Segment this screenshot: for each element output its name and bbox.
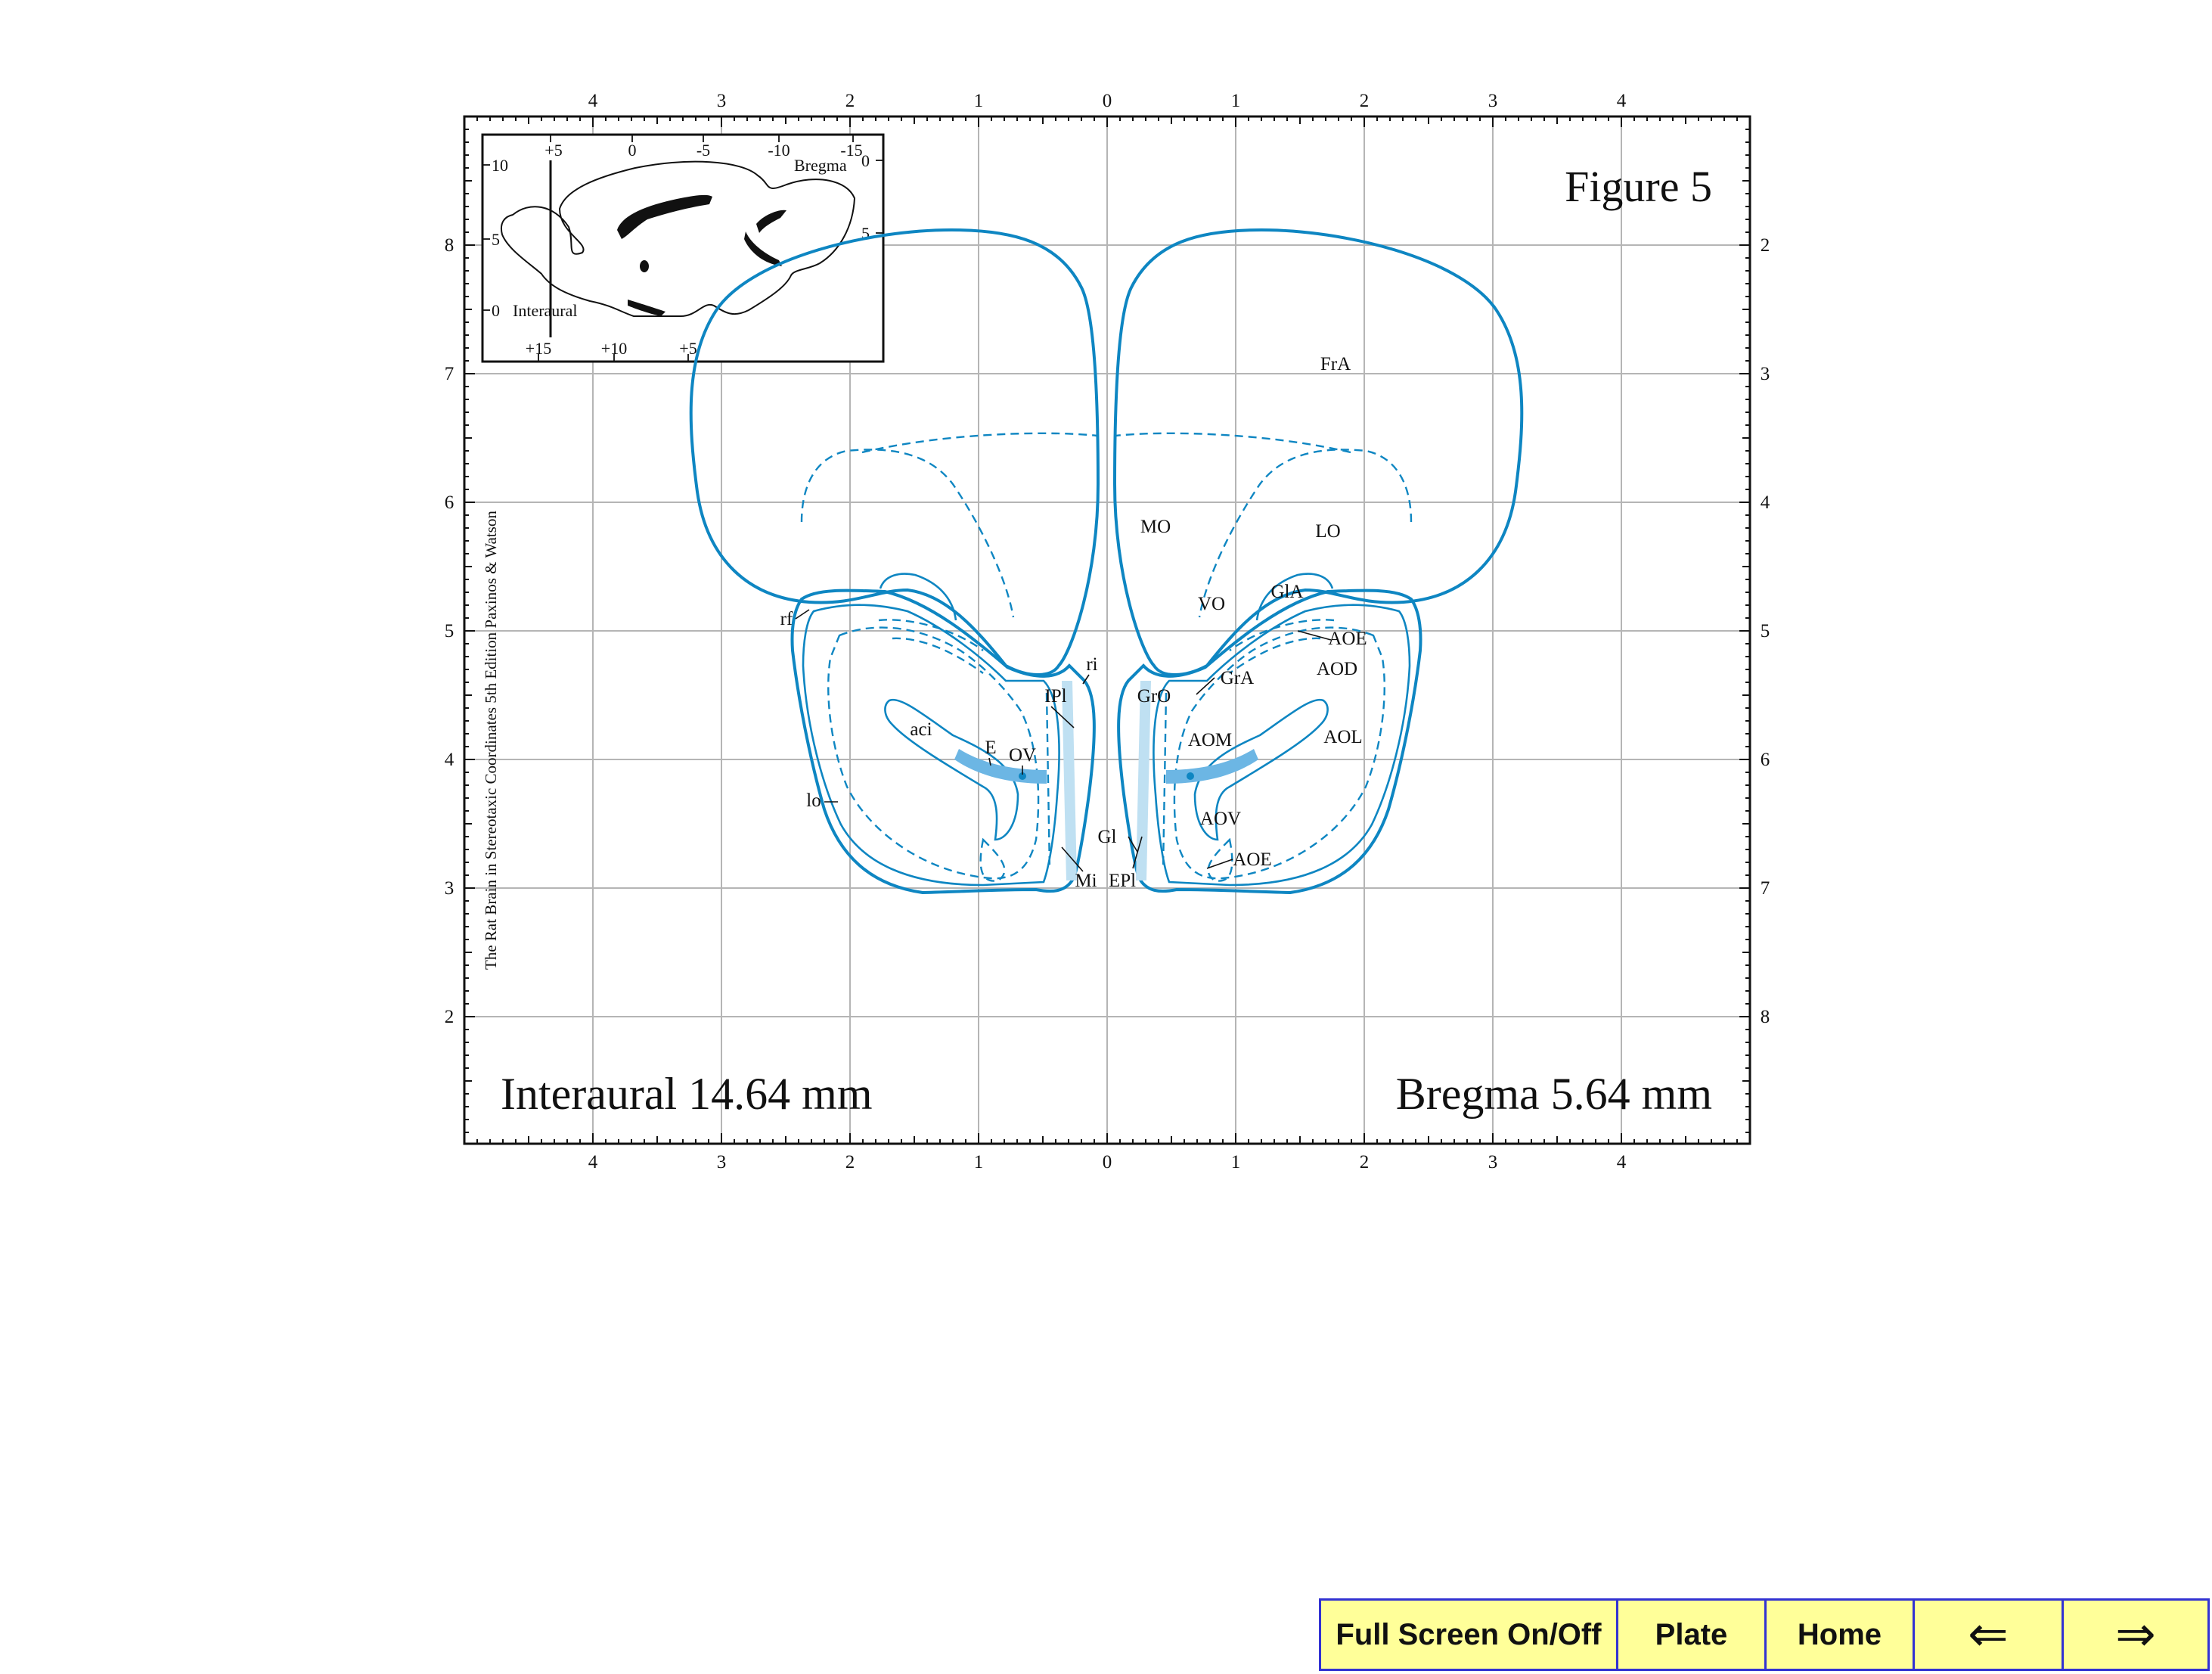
inset-top-tick: -5 xyxy=(696,141,710,160)
bottom-tick-label: 0 xyxy=(1103,1152,1112,1172)
region-label-Mi: Mi xyxy=(1075,871,1097,891)
region-label-OV: OV xyxy=(1009,745,1036,766)
left-tick-label: 3 xyxy=(445,878,454,899)
inset-bottom-tick: +5 xyxy=(679,339,696,358)
region-label-E: E xyxy=(985,738,996,758)
inset-right-tick: 5 xyxy=(861,224,870,243)
inset-left-tick: 5 xyxy=(492,230,500,249)
bottom-axis-labels: 4 3 2 1 0 1 2 3 4 xyxy=(588,1152,1627,1172)
next-arrow-button[interactable]: ⇒ xyxy=(2063,1601,2207,1669)
bregma-label: Bregma 5.64 mm xyxy=(1396,1069,1712,1119)
region-label-MO: MO xyxy=(1140,517,1171,537)
inset-left-tick: 0 xyxy=(492,301,500,320)
frame-minor-ticks xyxy=(464,116,1751,1144)
right-tick-label: 3 xyxy=(1761,364,1770,384)
inset-top-tick: +5 xyxy=(544,141,562,160)
inset-top-tick: -15 xyxy=(840,141,862,160)
left-tick-label: 7 xyxy=(445,364,454,384)
coordinate-grid xyxy=(464,116,1750,1144)
bottom-tick-label: 3 xyxy=(717,1152,727,1172)
inset-right-tick: 0 xyxy=(861,151,870,170)
left-hemisphere xyxy=(689,228,1100,895)
inset-bottom-tick: +10 xyxy=(601,339,627,358)
left-axis-labels: 8 7 6 5 4 3 2 xyxy=(445,235,454,1027)
label-pointers xyxy=(795,609,1332,872)
home-button[interactable]: Home xyxy=(1766,1601,1915,1669)
side-caption: The Rat Brain in Stereotaxic Coordinates… xyxy=(482,511,500,970)
top-tick-label: 2 xyxy=(845,91,855,111)
figure-title: Figure 5 xyxy=(1565,162,1712,211)
right-tick-label: 7 xyxy=(1761,878,1770,899)
bottom-tick-label: 1 xyxy=(974,1152,984,1172)
region-label-EPl: EPl xyxy=(1109,871,1136,891)
left-tick-label: 6 xyxy=(445,492,454,513)
region-label-AOE-top: AOE xyxy=(1328,629,1367,649)
region-label-GrA: GrA xyxy=(1221,668,1254,688)
region-label-AOE-bottom: AOE xyxy=(1233,849,1271,870)
previous-arrow-button[interactable]: ⇐ xyxy=(1914,1601,2064,1669)
bottom-tick-label: 2 xyxy=(845,1152,855,1172)
plate-button[interactable]: Plate xyxy=(1618,1601,1767,1669)
region-label-GlA: GlA xyxy=(1270,582,1303,602)
region-label-GrO: GrO xyxy=(1137,686,1171,707)
top-tick-label: 3 xyxy=(717,91,727,111)
region-label-lo: lo xyxy=(806,790,821,811)
region-labels: FrA MO LO VO GlA AOE AOD GrA GrO AOM AOL… xyxy=(780,354,1367,891)
region-label-VO: VO xyxy=(1198,594,1225,614)
right-tick-label: 6 xyxy=(1761,750,1770,770)
bottom-tick-label: 1 xyxy=(1231,1152,1241,1172)
inset-bregma-label: Bregma xyxy=(794,156,847,175)
region-label-Gl: Gl xyxy=(1098,827,1117,847)
right-hemisphere xyxy=(1112,228,1524,895)
top-tick-label: 1 xyxy=(974,91,984,111)
region-label-LO: LO xyxy=(1315,521,1340,542)
inset-left-tick: 10 xyxy=(492,156,508,175)
region-label-AOD: AOD xyxy=(1317,659,1357,679)
region-label-ri: ri xyxy=(1086,654,1097,675)
inset-interaural-label: Interaural xyxy=(513,301,578,320)
region-label-FrA: FrA xyxy=(1320,354,1351,374)
sagittal-inset: +5 0 -5 -10 -15 +15 +10 +5 10 5 0 0 5 Br… xyxy=(481,133,885,363)
top-axis-labels: 4 3 2 1 0 1 2 3 4 xyxy=(588,91,1627,111)
region-label-AOM: AOM xyxy=(1188,730,1232,750)
top-tick-label: 4 xyxy=(588,91,598,111)
right-tick-label: 4 xyxy=(1761,492,1770,513)
top-tick-label: 0 xyxy=(1103,91,1112,111)
top-tick-label: 3 xyxy=(1488,91,1498,111)
top-tick-label: 2 xyxy=(1360,91,1370,111)
bottom-tick-label: 3 xyxy=(1488,1152,1498,1172)
region-label-AOL: AOL xyxy=(1323,727,1362,747)
region-label-IPl: IPl xyxy=(1044,686,1066,707)
inset-top-tick: -10 xyxy=(768,141,790,160)
left-tick-label: 8 xyxy=(445,235,454,256)
bottom-tick-label: 2 xyxy=(1360,1152,1370,1172)
left-tick-label: 4 xyxy=(445,750,454,770)
top-tick-label: 1 xyxy=(1231,91,1241,111)
interaural-label: Interaural 14.64 mm xyxy=(501,1069,873,1119)
right-tick-label: 2 xyxy=(1761,235,1770,256)
region-label-aci: aci xyxy=(910,719,932,740)
right-axis-labels: 2 3 4 5 6 7 8 xyxy=(1761,235,1770,1027)
left-tick-label: 2 xyxy=(445,1007,454,1027)
bottom-tick-label: 4 xyxy=(1617,1152,1627,1172)
left-tick-label: 5 xyxy=(445,621,454,641)
right-tick-label: 8 xyxy=(1761,1007,1770,1027)
fullscreen-toggle-button[interactable]: Full Screen On/Off xyxy=(1321,1601,1618,1669)
right-tick-label: 5 xyxy=(1761,621,1770,641)
inset-bottom-tick: +15 xyxy=(526,339,551,358)
region-label-AOV: AOV xyxy=(1200,809,1241,829)
region-label-rf: rf xyxy=(780,609,793,629)
top-tick-label: 4 xyxy=(1617,91,1627,111)
navigation-bar: Full Screen On/Off Plate Home ⇐ ⇒ xyxy=(1319,1598,2210,1671)
bottom-tick-label: 4 xyxy=(588,1152,598,1172)
inset-top-tick: 0 xyxy=(628,141,637,160)
